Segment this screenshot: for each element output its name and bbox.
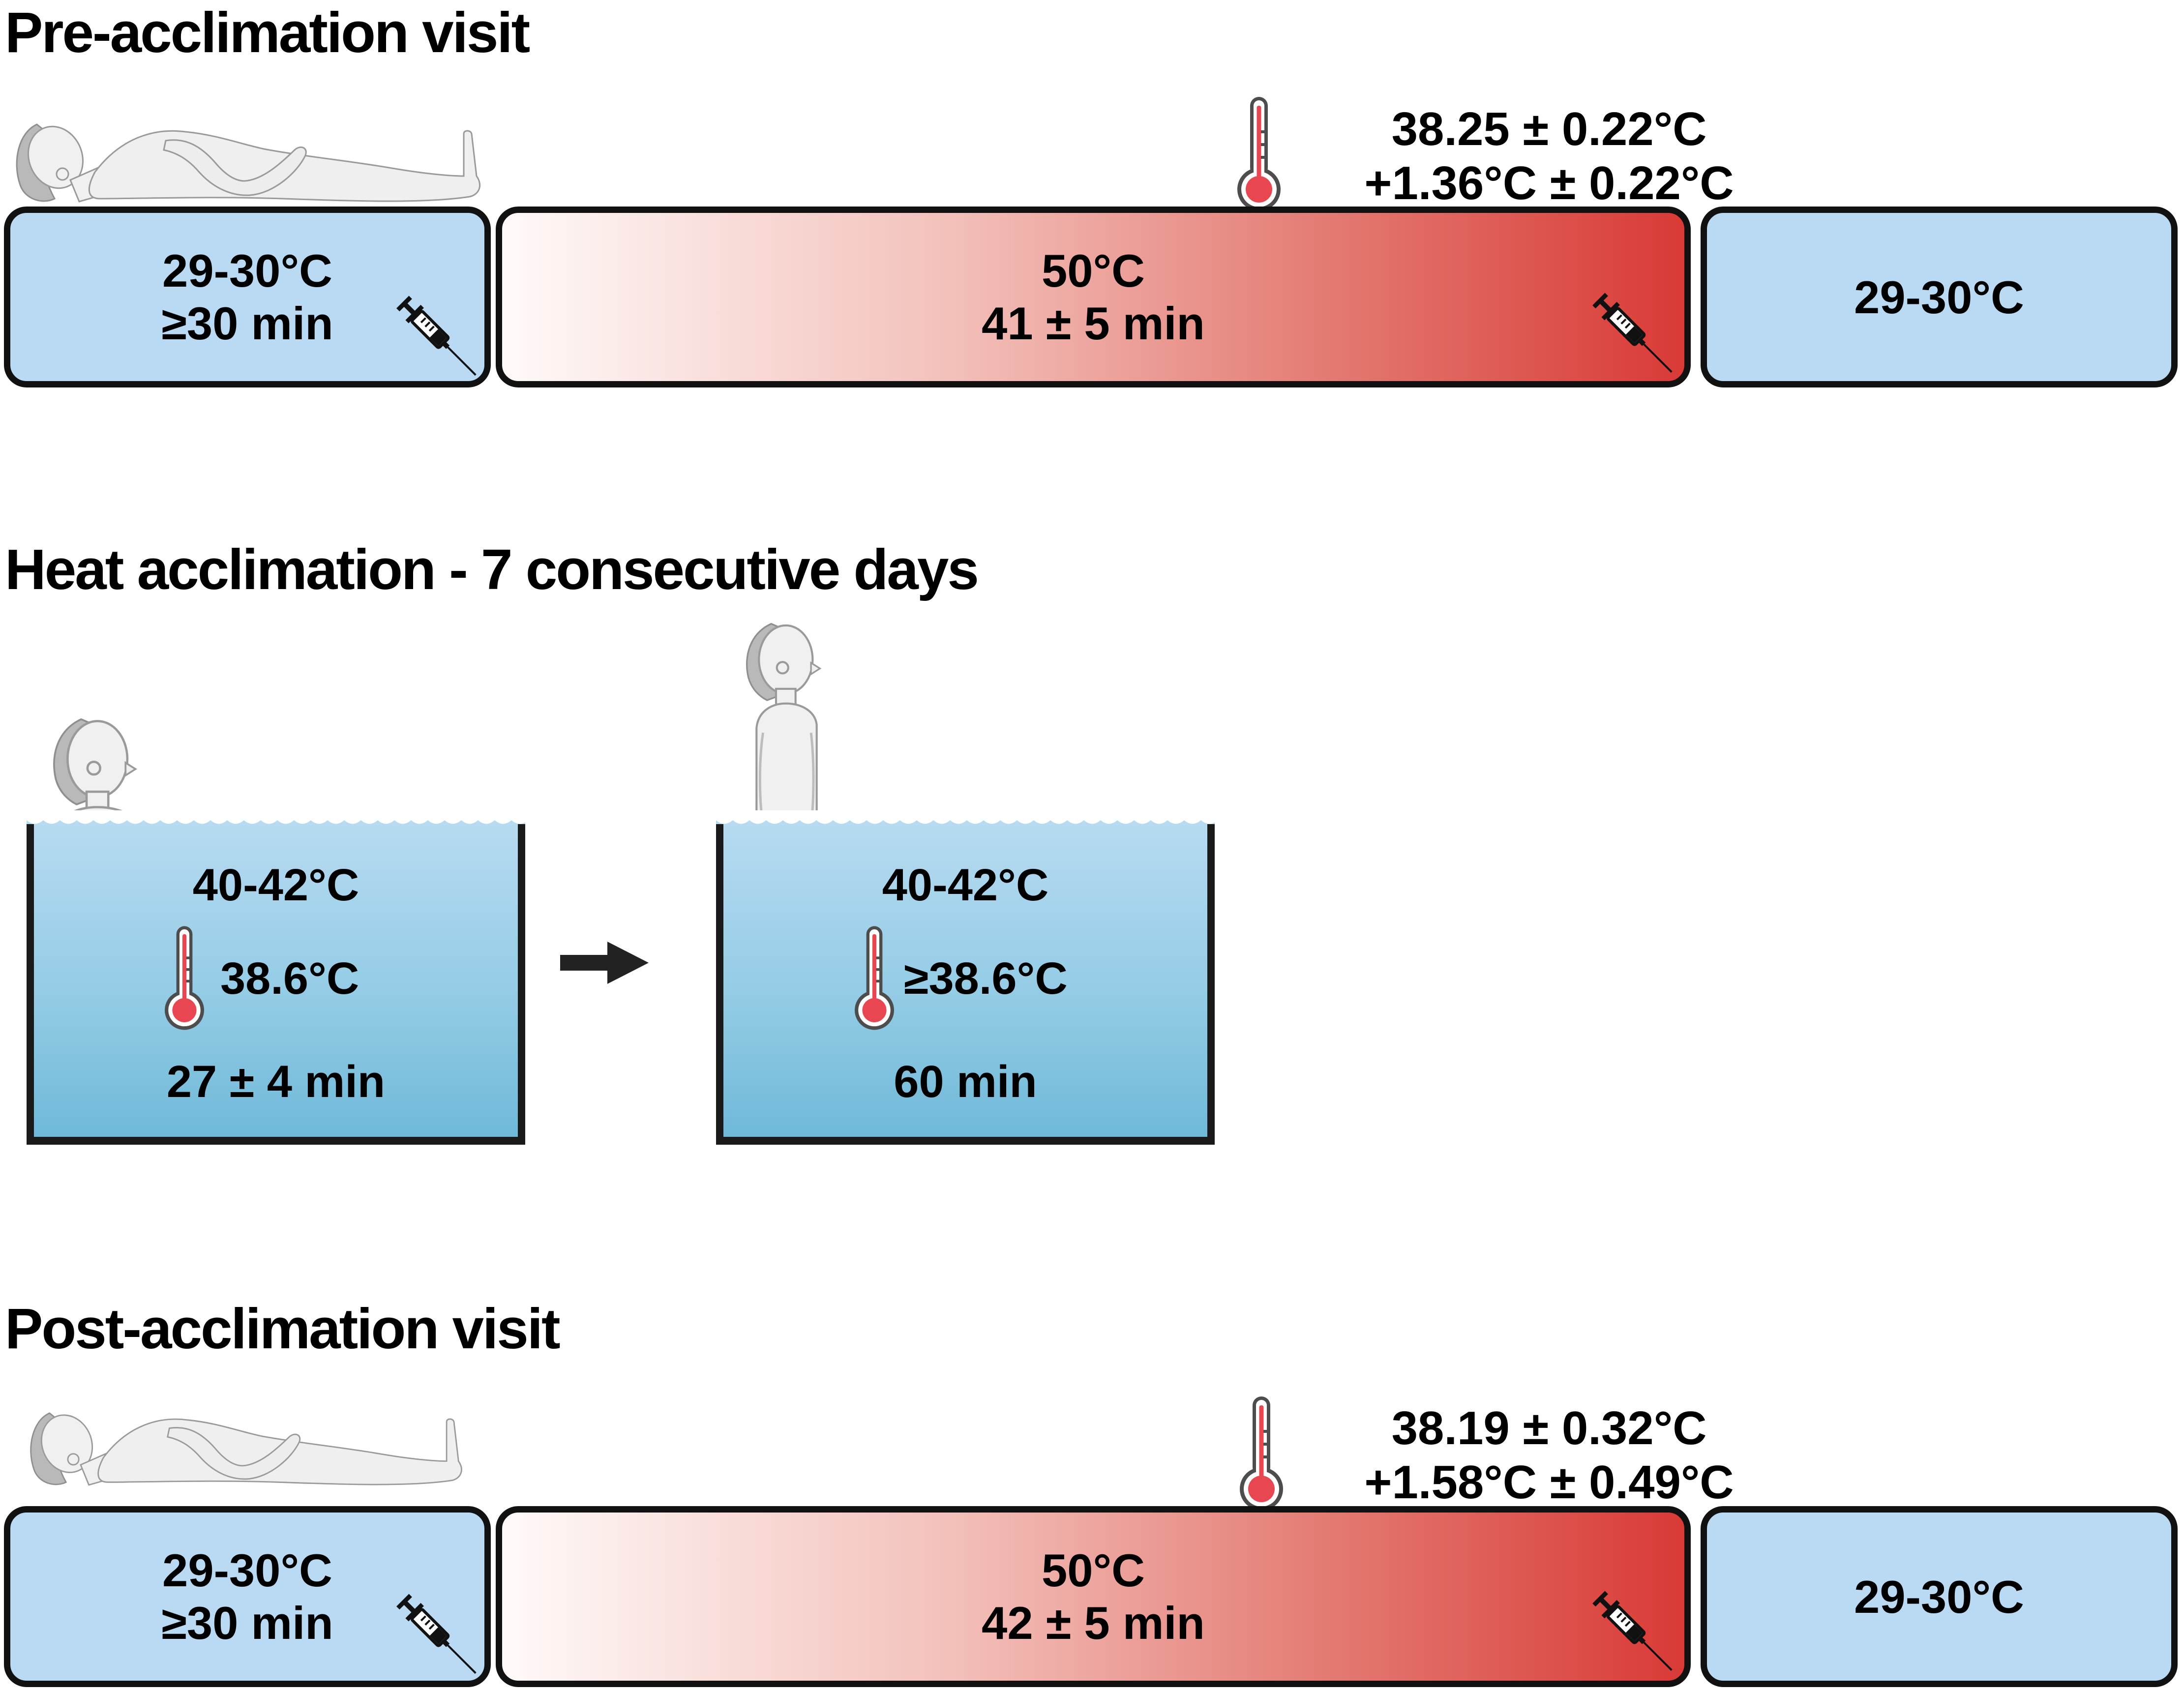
thermometer-icon [1234,1394,1288,1513]
heat-acclimation-title: Heat acclimation - 7 consecutive days [5,537,979,601]
syringe-icon [389,1582,494,1688]
pre-acclimation-title: Pre-acclimation visit [5,0,530,64]
tank2-water [716,820,1215,1145]
pre-baseline-end-box: 29-30°C [1701,207,2178,387]
post-baseline-start-temp: 29-30°C [162,1544,332,1596]
lying-person-illustration [5,1393,497,1491]
post-acclimation-title: Post-acclimation visit [5,1297,561,1361]
pre-baseline-end-temp: 29-30°C [1854,271,2024,323]
syringe-icon [389,284,494,390]
arrow-right-icon [560,942,649,984]
post-baseline-end-temp: 29-30°C [1854,1571,2024,1623]
post-delta-core-temp: +1.58°C ± 0.49°C [1364,1456,1734,1509]
pre-peak-core-temp: 38.25 ± 0.22°C [1391,103,1707,155]
pre-heating-temp: 50°C [1041,245,1145,297]
syringe-icon [1585,281,1690,387]
pre-baseline-start-duration: ≥30 min [161,297,333,349]
tank2-core-temp: ≥38.6°C [904,953,1068,1004]
post-peak-core-temp: 38.19 ± 0.32°C [1391,1402,1707,1454]
immersion-tank-2 [716,810,1215,1145]
post-core-temp-annotation: 38.19 ± 0.32°C +1.58°C ± 0.49°C [1303,1401,1795,1510]
post-heating-duration: 42 ± 5 min [982,1597,1205,1649]
pre-heating-box: 50°C 41 ± 5 min [496,207,1691,387]
post-baseline-end-box: 29-30°C [1701,1506,2178,1687]
pre-delta-core-temp: +1.36°C ± 0.22°C [1364,157,1734,209]
tank1-water-temp: 40-42°C [192,860,359,910]
post-heating-temp: 50°C [1041,1544,1145,1596]
syringe-icon [1585,1579,1690,1685]
standing-person-torso-illustration [734,616,839,832]
tank1-core-temp: 38.6°C [220,953,359,1004]
pre-core-temp-annotation: 38.25 ± 0.22°C +1.36°C ± 0.22°C [1303,102,1795,210]
tank1-duration: 27 ± 4 min [166,1057,386,1107]
post-heating-box: 50°C 42 ± 5 min [496,1506,1691,1687]
thermometer-icon [850,923,899,1033]
tank2-water-temp: 40-42°C [882,860,1049,910]
thermometer-icon [160,923,209,1033]
immersion-tank-1 [27,810,525,1145]
pre-heating-duration: 41 ± 5 min [982,297,1205,349]
pre-baseline-start-temp: 29-30°C [162,245,332,297]
post-baseline-start-duration: ≥30 min [161,1597,333,1649]
water-surface-wave [716,810,1215,824]
tank1-water [27,820,525,1145]
thermometer-icon [1232,95,1286,213]
lying-person-illustration [7,102,499,208]
tank2-duration: 60 min [894,1057,1037,1107]
water-surface-wave [27,810,525,824]
